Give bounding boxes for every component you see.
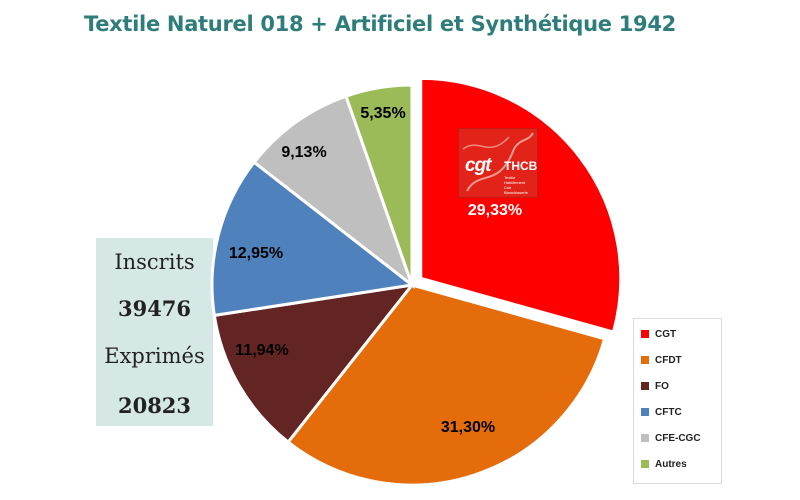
legend-item-cfdt: CFDT [641,353,682,367]
slice-label-cfdt: 31,30% [441,419,495,436]
chart-legend: CGT CFDT FO CFTC CFE-CGC Autres [633,318,722,484]
slice-label-cfe-cgc: 9,13% [281,144,326,161]
exprimes-value: 20823 [117,393,192,418]
slice-label-cgt: 29,33% [468,202,522,219]
legend-item-cftc: CFTC [641,405,682,419]
pie-slice-fo [212,282,416,445]
legend-swatch [641,330,649,338]
pie-slice-cftc [210,160,416,318]
stats-panel: Inscrits 39476 Exprimés 20823 [96,238,213,426]
pie-slice-autres [344,83,414,286]
logo-small-print: Textile Habillement Cuir Blanchisserie [504,175,528,195]
chart-title: Textile Naturel 018 + Artificiel et Synt… [84,12,676,36]
legend-label: CFDT [655,354,682,366]
legend-swatch [641,460,649,468]
cgt-logo-icon: cgt THCB Textile Habillement Cuir Blanchiss… [458,128,538,198]
pie-slice-cfdt [286,283,607,487]
legend-label: Autres [655,458,687,470]
legend-item-fo: FO [641,379,669,393]
legend-swatch [641,382,649,390]
legend-swatch [641,356,649,364]
legend-label: CFTC [655,406,682,418]
legend-label: CGT [655,328,677,340]
exprimes-label: Exprimés [104,344,205,368]
legend-label: CFE-CGC [655,432,701,444]
legend-swatch [641,434,649,442]
pie-slice-cfe-cgc [252,94,416,290]
logo-text-sub: THCB [504,159,538,173]
slice-label-cftc: 12,95% [229,245,283,262]
slice-label-fo: 11,94% [235,342,288,359]
legend-item-cfe-cgc: CFE-CGC [641,431,701,445]
legend-item-cgt: CGT [641,327,676,341]
logo-text-main: cgt [465,155,491,176]
legend-label: FO [655,380,669,392]
inscrits-label: Inscrits [114,250,195,274]
slice-label-autres: 5,35% [360,105,405,122]
legend-item-autres: Autres [641,457,687,471]
legend-swatch [641,408,649,416]
inscrits-value: 39476 [117,296,192,321]
